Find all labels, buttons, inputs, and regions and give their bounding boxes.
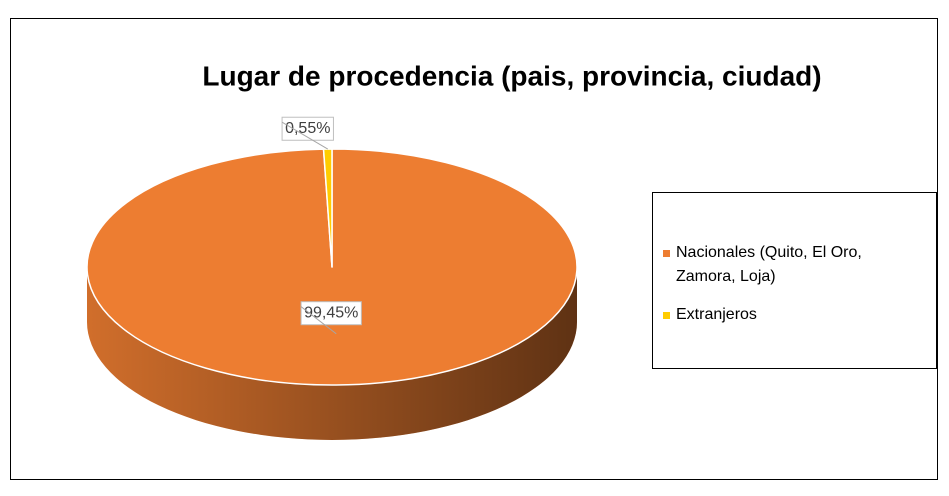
legend-item: Extranjeros xyxy=(663,303,926,327)
chart-title: Lugar de procedencia (pais, provincia, c… xyxy=(202,60,821,91)
legend-label: Extranjeros xyxy=(676,306,757,323)
data-label-box xyxy=(281,116,334,141)
data-label: 99,45% xyxy=(304,305,358,322)
legend-label: Nacionales (Quito, El Oro, Zamora, Loja) xyxy=(676,244,862,285)
legend-item: Nacionales (Quito, El Oro, Zamora, Loja) xyxy=(663,241,926,289)
data-label: 0,55% xyxy=(285,120,330,137)
data-label-box xyxy=(300,301,362,326)
legend-swatch xyxy=(663,312,670,319)
legend: Nacionales (Quito, El Oro, Zamora, Loja)… xyxy=(652,192,937,369)
leader-line xyxy=(281,121,329,150)
leader-line xyxy=(300,306,337,335)
pie-side-shade xyxy=(87,267,577,440)
legend-swatch xyxy=(663,250,670,257)
